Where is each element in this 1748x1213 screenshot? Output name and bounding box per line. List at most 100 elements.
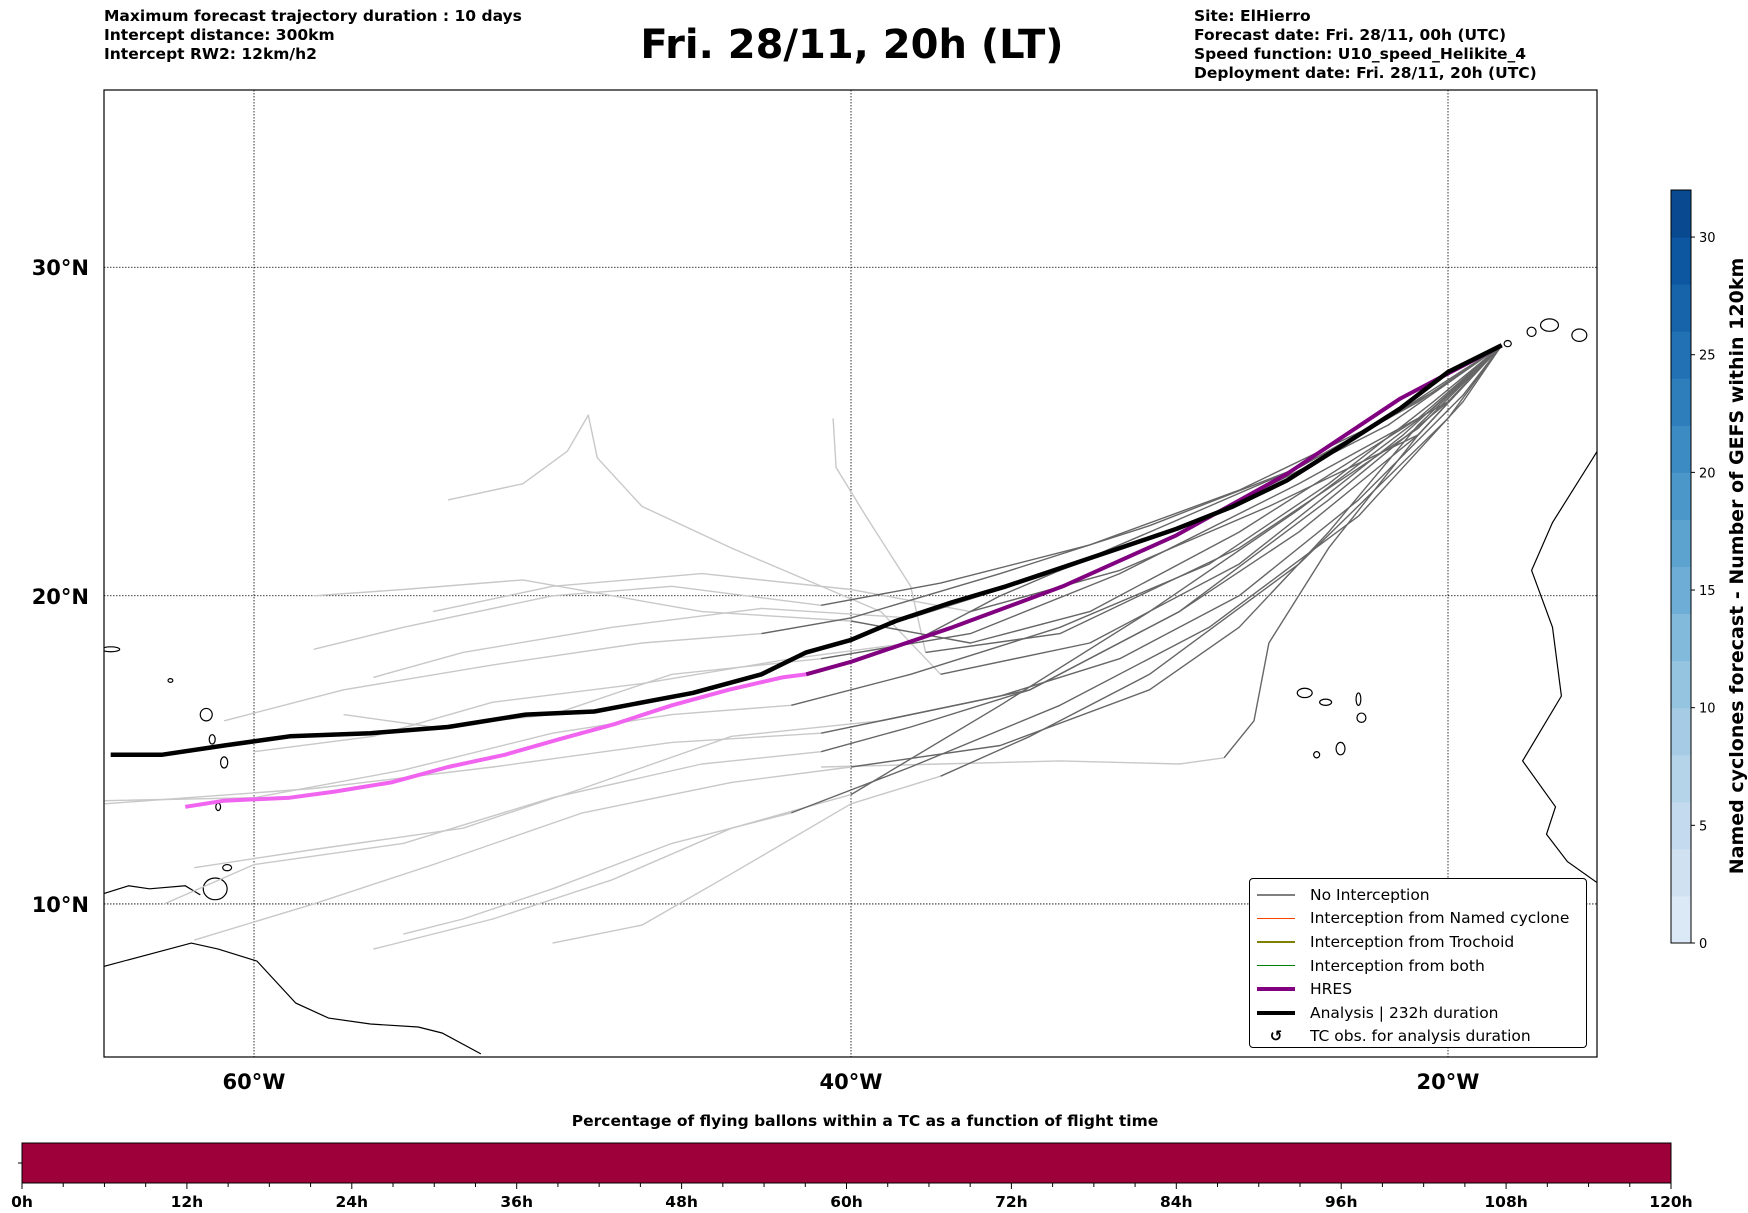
gridlines bbox=[104, 90, 1597, 1057]
colorbar-tick-label: 25 bbox=[1699, 349, 1716, 364]
ensemble-trajectory-late bbox=[447, 414, 942, 675]
tc-bar-tick-label: 96h bbox=[1325, 1193, 1358, 1211]
legend-label: Interception from Named cyclone bbox=[1310, 909, 1570, 928]
tc-bar-tick-label: 72h bbox=[995, 1193, 1028, 1211]
colorbar-level bbox=[1671, 848, 1691, 897]
tc-bar-tick-label: 36h bbox=[500, 1193, 533, 1211]
lat-tick-label: 20°N bbox=[32, 585, 89, 609]
island-outline bbox=[167, 678, 174, 683]
legend-line-swatch bbox=[1256, 894, 1296, 896]
ensemble-trajectory-late bbox=[194, 720, 881, 869]
ensemble-trajectory-late bbox=[194, 766, 852, 941]
tc-bar-title: Percentage of flying ballons within a TC… bbox=[572, 1112, 1159, 1130]
ensemble-trajectory-early bbox=[940, 344, 1503, 777]
colorbar-tick-label: 10 bbox=[1699, 702, 1716, 717]
tc-bar-tick-label: 120h bbox=[1649, 1193, 1692, 1211]
ensemble-trajectory-early bbox=[761, 344, 1503, 635]
colorbar-level bbox=[1671, 237, 1691, 285]
colorbar-level bbox=[1671, 801, 1691, 850]
tc-bar-tick-label: 0h bbox=[11, 1193, 33, 1211]
header-left-info: Maximum forecast trajectory duration : 1… bbox=[104, 7, 522, 64]
legend-item: Interception from Trochoid bbox=[1250, 930, 1586, 954]
ensemble-trajectory-early bbox=[791, 344, 1503, 814]
legend-label: Analysis | 232h duration bbox=[1310, 1003, 1499, 1022]
tc-percentage-segment bbox=[22, 1143, 1671, 1183]
colorbar-level bbox=[1671, 754, 1691, 803]
island-outline bbox=[104, 646, 121, 653]
legend-line-swatch bbox=[1256, 987, 1296, 992]
deployment-date-text: Deployment date: Fri. 28/11, 20h (UTC) bbox=[1194, 64, 1537, 82]
ensemble-trajectory-early bbox=[791, 344, 1503, 706]
legend-item: Interception from Named cyclone bbox=[1250, 907, 1586, 931]
legend-label: TC obs. for analysis duration bbox=[1310, 1027, 1531, 1046]
colorbar-level bbox=[1671, 613, 1691, 662]
coastlines bbox=[104, 295, 1645, 1055]
ensemble-trajectory-late bbox=[313, 585, 822, 650]
max-duration-text: Maximum forecast trajectory duration : 1… bbox=[104, 7, 522, 25]
axis-tick-labels: 60°W 40°W 20°W 10°N 20°N 30°N bbox=[32, 256, 1480, 1094]
tc-bar-tick-label: 108h bbox=[1484, 1193, 1527, 1211]
ensemble-trajectory-early bbox=[850, 344, 1503, 796]
ensemble-trajectory-early bbox=[820, 344, 1503, 660]
ensemble-trajectory-early bbox=[850, 344, 1503, 768]
ensemble-trajectory-early bbox=[820, 344, 1503, 734]
island-outline bbox=[1503, 339, 1512, 348]
legend-label: HRES bbox=[1310, 980, 1353, 999]
ensemble-trajectory-early bbox=[925, 344, 1503, 654]
intercept-distance-text: Intercept distance: 300km bbox=[104, 26, 335, 44]
ensemble-trajectory-early bbox=[1223, 344, 1503, 759]
colorbar-level bbox=[1671, 472, 1691, 520]
lat-tick-label: 30°N bbox=[32, 256, 89, 280]
ensemble-trajectory-late bbox=[373, 793, 852, 950]
colorbar-tick-label: 20 bbox=[1699, 466, 1716, 481]
speed-function-text: Speed function: U10_speed_Helikite_4 bbox=[1194, 45, 1527, 63]
ensemble-trajectory-early bbox=[910, 344, 1503, 619]
colorbar-tick-label: 15 bbox=[1699, 584, 1716, 599]
colorbar-level bbox=[1671, 331, 1691, 379]
hres-trajectory-late bbox=[184, 672, 807, 809]
site-text: Site: ElHierro bbox=[1194, 7, 1311, 25]
colorbar-level bbox=[1671, 707, 1691, 756]
intercept-rw2-text: Intercept RW2: 12km/h2 bbox=[104, 45, 317, 63]
ensemble-trajectory-late bbox=[164, 751, 822, 905]
island-outline bbox=[219, 756, 229, 769]
colorbar-tick-label: 30 bbox=[1699, 231, 1716, 246]
legend-line-swatch bbox=[1256, 1010, 1296, 1015]
ensemble-trajectory-late bbox=[552, 775, 941, 944]
tc-bar-tick-label: 60h bbox=[830, 1193, 863, 1211]
colorbar-level bbox=[1671, 895, 1691, 944]
tc-obs-marker-icon: ↺ bbox=[1269, 1027, 1283, 1046]
legend-line-swatch bbox=[1256, 917, 1296, 920]
island-outline bbox=[1526, 326, 1537, 338]
island-outline bbox=[1539, 318, 1560, 332]
coastline bbox=[104, 885, 201, 896]
colorbar-level bbox=[1671, 378, 1691, 426]
ensemble-trajectory-late bbox=[373, 607, 911, 679]
island-outline bbox=[222, 863, 233, 872]
tc-bar-tick-label: 12h bbox=[171, 1193, 204, 1211]
colorbar-level bbox=[1671, 190, 1691, 238]
island-outline bbox=[199, 707, 213, 722]
ensemble-trajectory-late bbox=[313, 579, 852, 622]
lon-tick-label: 20°W bbox=[1417, 1070, 1480, 1094]
legend-item: Interception from both bbox=[1250, 954, 1586, 978]
ensemble-trajectory-late bbox=[104, 704, 792, 802]
ensemble-trajectory-late bbox=[253, 642, 911, 753]
ensemble-trajectory-late bbox=[432, 572, 971, 613]
map-frame bbox=[103, 89, 1598, 1058]
analysis-trajectory bbox=[110, 343, 1503, 758]
plot-title: Fri. 28/11, 20h (LT) bbox=[640, 22, 1064, 68]
tc-bar-tick-label: 48h bbox=[665, 1193, 698, 1211]
colorbar-frame bbox=[1670, 189, 1692, 944]
lat-tick-label: 10°N bbox=[32, 893, 89, 917]
cyclone-colorbar: 0 5 10 15 20 25 30 bbox=[1670, 189, 1716, 952]
colorbar-tick-label: 5 bbox=[1699, 819, 1707, 834]
island-outline bbox=[1335, 741, 1346, 756]
island-outline bbox=[1633, 295, 1645, 307]
ensemble-trajectory-late bbox=[224, 632, 762, 722]
colorbar-level bbox=[1671, 519, 1691, 567]
island-outline bbox=[1296, 687, 1313, 699]
trajectories bbox=[104, 343, 1503, 950]
legend-item: ↺ TC obs. for analysis duration bbox=[1250, 1025, 1586, 1049]
